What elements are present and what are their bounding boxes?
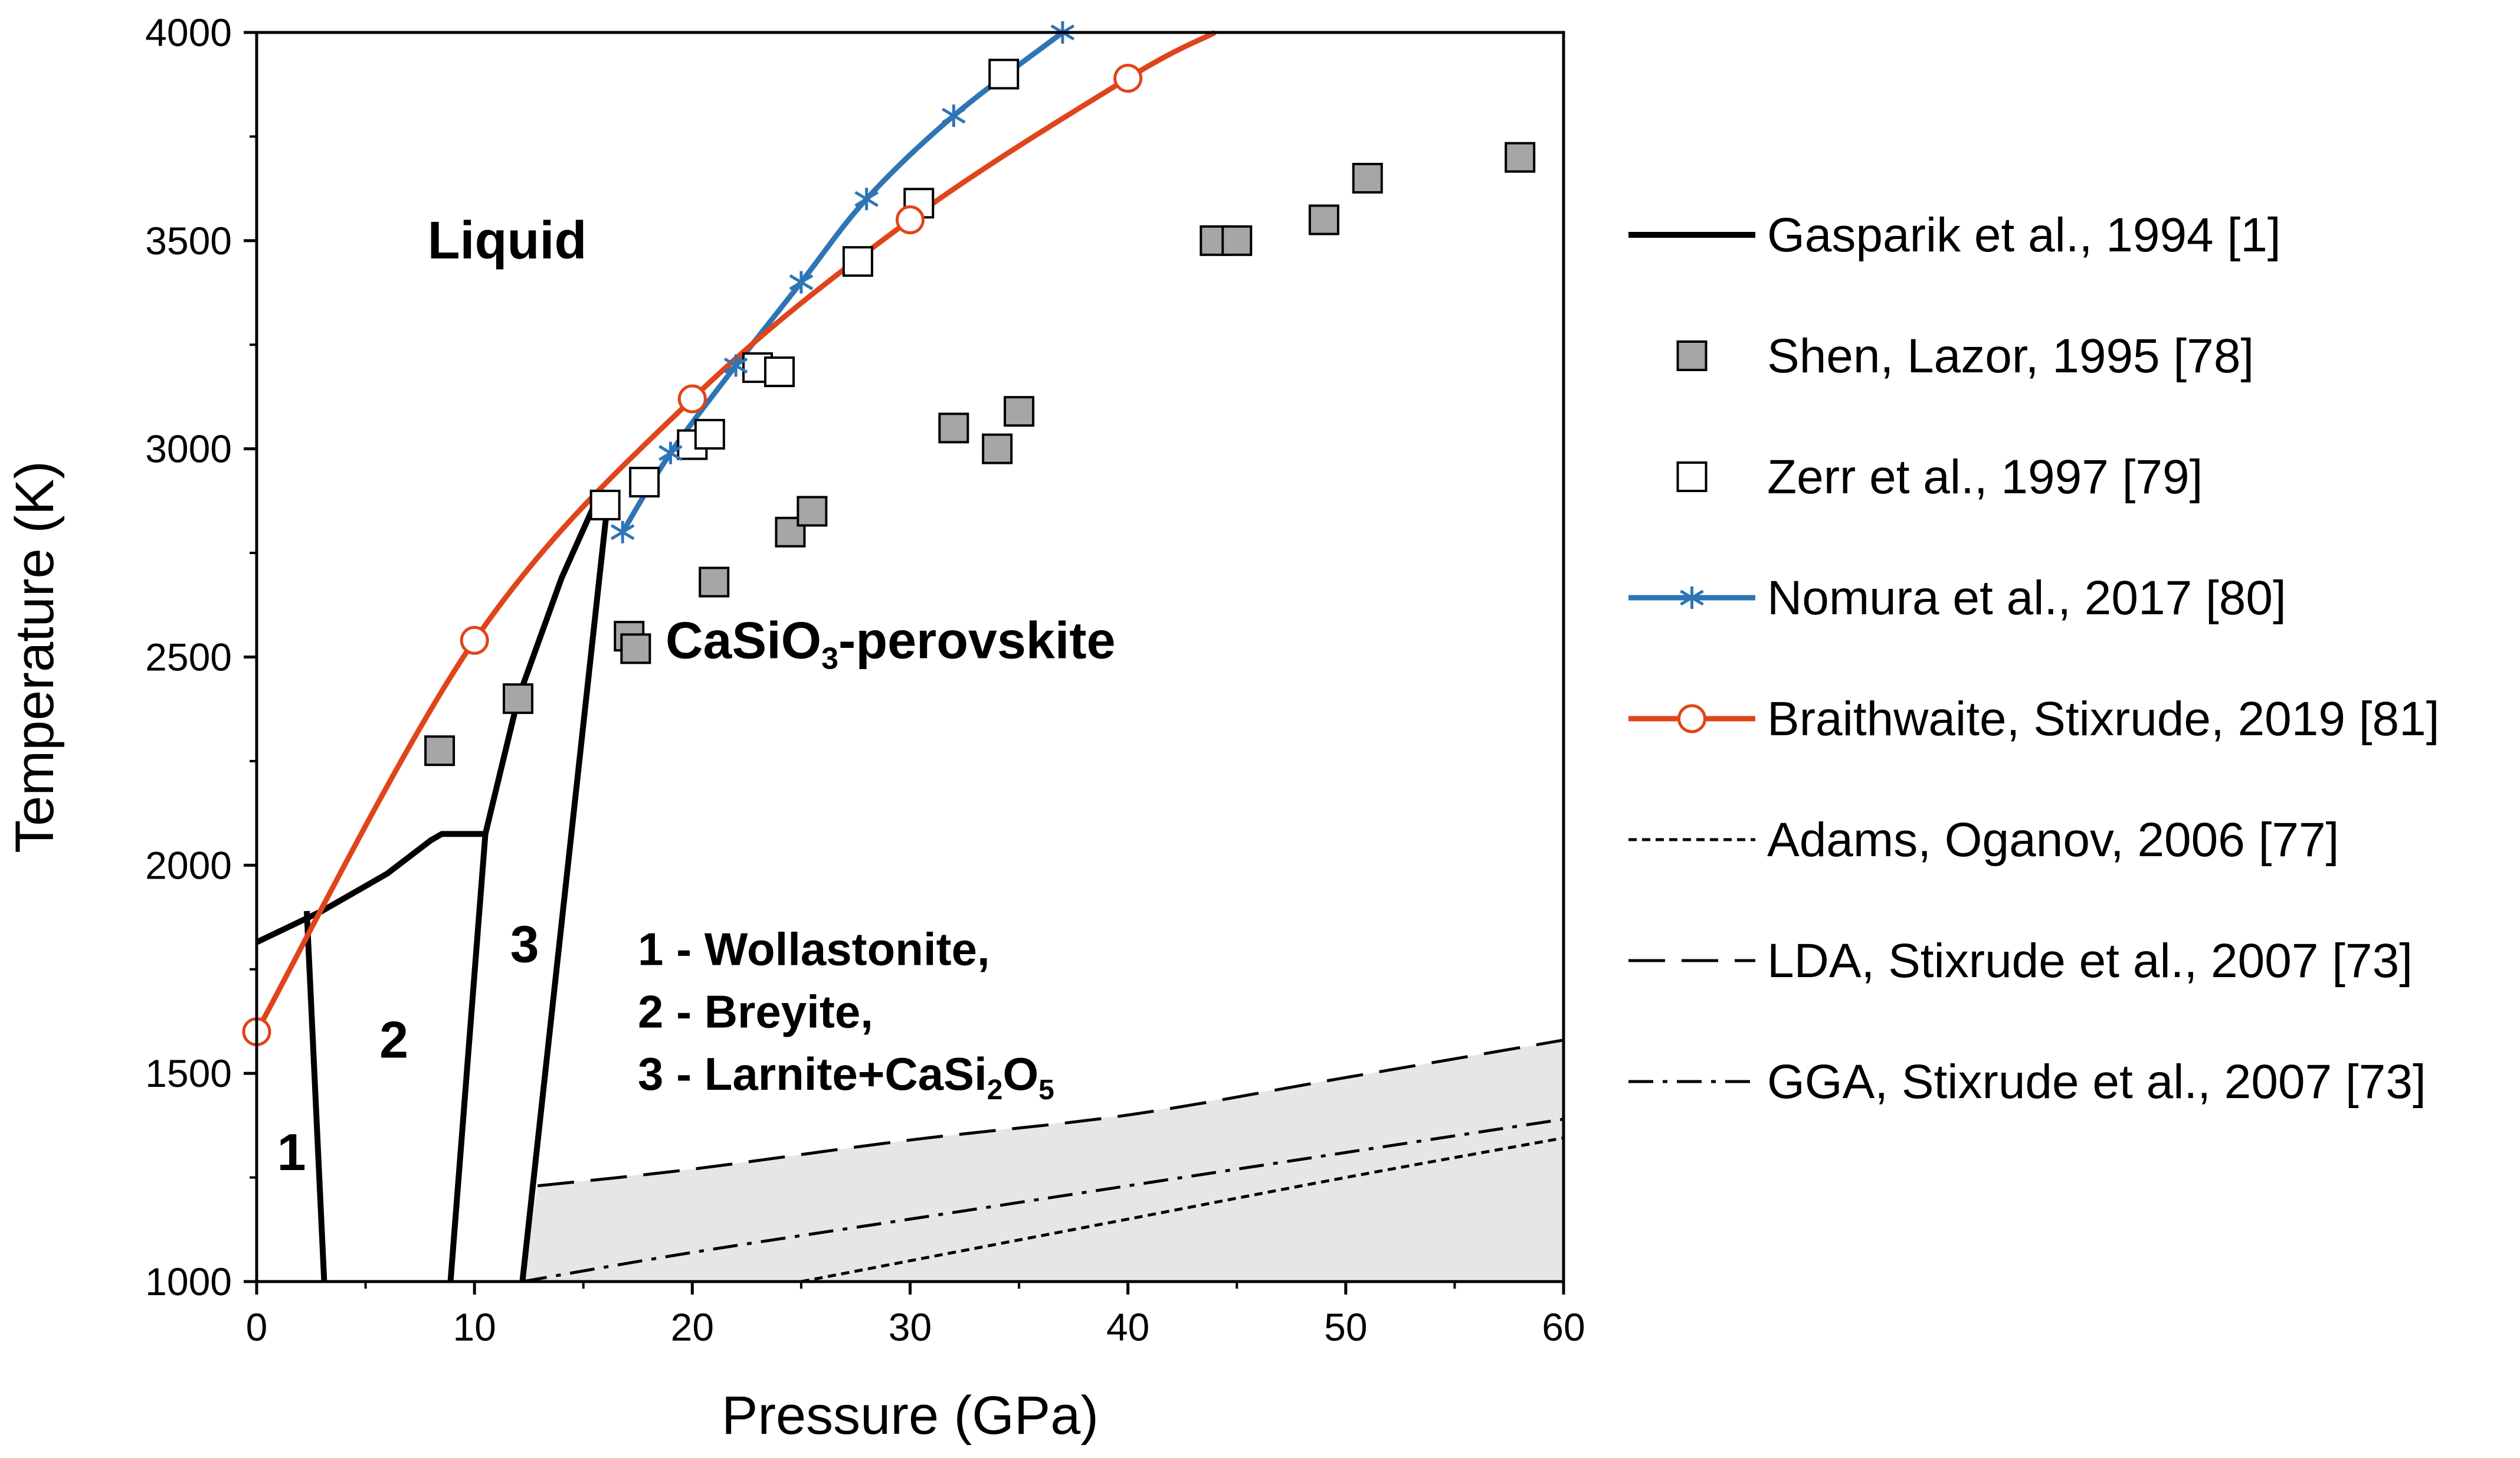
- region-label: 1: [277, 1123, 306, 1181]
- point-s4-2: [677, 384, 707, 414]
- point-s3-0: [610, 520, 635, 543]
- legend-swatch-marker: [1677, 704, 1706, 733]
- series-line-5: [801, 1136, 1564, 1283]
- y-tick-label: 2500: [145, 635, 232, 679]
- point-s4-3: [896, 205, 925, 235]
- series-markers-layer: [242, 21, 1536, 1047]
- point-s3-5: [942, 104, 966, 127]
- point-s1-14: [1505, 142, 1536, 173]
- point-s2-5: [764, 356, 795, 388]
- point-s4-4: [1113, 64, 1143, 93]
- point-s1-0: [424, 735, 455, 766]
- y-tick-label: 3500: [145, 219, 232, 263]
- x-tick-label: 60: [1542, 1305, 1585, 1349]
- legend-entry-label: Adams, Oganov, 2006 [77]: [1767, 813, 2339, 867]
- legend-entry-label: GGA, Stixrude et al., 2007 [73]: [1767, 1055, 2426, 1109]
- point-s2-3: [694, 418, 725, 450]
- shaded-region: [522, 1040, 1564, 1282]
- point-s3-1: [658, 441, 683, 464]
- point-s1-1: [503, 683, 533, 715]
- legend: Gasparik et al., 1994 [1] Shen, Lazor, 19…: [1628, 208, 2440, 1109]
- gasparik-boundary-line-2: [303, 910, 327, 1282]
- shaded-region-layer: [522, 1040, 1564, 1282]
- phase-note-line2: 2 - Breyite,: [638, 985, 873, 1037]
- point-s2-1: [629, 467, 660, 498]
- legend-entry-label: Nomura et al., 2017 [80]: [1767, 571, 2286, 625]
- legend-entry-label: Zerr et al., 1997 [79]: [1767, 450, 2203, 504]
- point-s1-11: [1221, 225, 1253, 256]
- series-line-7: [522, 1118, 1564, 1283]
- annotations-layer: Liquid 1 2 3 CaSiO3-perovskite 1 - Wollastoni…: [277, 211, 1116, 1181]
- point-s1-4: [699, 566, 730, 598]
- gasparik-boundary-line-1: [255, 503, 597, 945]
- phase-note-line3: 3 - Larnite+CaSi2O5: [638, 1048, 1054, 1106]
- region-label: Liquid: [428, 211, 587, 270]
- gasparik-boundary-line-4: [519, 504, 611, 1282]
- point-s1-12: [1308, 204, 1339, 235]
- point-s1-3: [620, 633, 651, 664]
- point-s1-7: [938, 412, 969, 444]
- axes-layer: 0 10 20 30 40 50 60 1000 1500 2000 2500 3000 3500 400…: [5, 11, 1585, 1446]
- point-s2-8: [988, 58, 1020, 90]
- y-axis-label: Temperature (K): [5, 461, 65, 853]
- point-s3-3: [789, 271, 814, 294]
- y-tick-label: 2000: [145, 843, 232, 887]
- point-s3-2: [723, 354, 748, 377]
- legend-swatch-marker: [1676, 340, 1708, 371]
- y-tick-label: 1500: [145, 1051, 232, 1095]
- phase-note-line1: 1 - Wollastonite,: [638, 923, 990, 975]
- x-tick-label: 20: [671, 1305, 714, 1349]
- legend-entry-label: LDA, Stixrude et al., 2007 [73]: [1767, 934, 2413, 988]
- legend-entry-label: Shen, Lazor, 1995 [78]: [1767, 329, 2254, 383]
- legend-swatch-marker: [1676, 461, 1708, 492]
- region-label: 3: [510, 915, 539, 973]
- legend-swatch-marker: [1680, 587, 1704, 609]
- x-tick-label: 30: [889, 1305, 932, 1349]
- gasparik-boundary-line-3: [447, 834, 489, 1282]
- y-tick-label: 4000: [145, 11, 232, 54]
- series-line-6: [537, 1038, 1564, 1188]
- point-s3-4: [854, 188, 879, 211]
- point-s2-6: [842, 246, 873, 277]
- y-tick-label: 3000: [145, 427, 232, 471]
- x-tick-label: 40: [1106, 1305, 1149, 1349]
- legend-entry-label: Braithwaite, Stixrude, 2019 [81]: [1767, 692, 2440, 746]
- region-label: 2: [379, 1011, 408, 1069]
- point-s1-13: [1352, 162, 1383, 194]
- point-s4-1: [460, 625, 489, 655]
- y-tick-label: 1000: [145, 1260, 232, 1303]
- point-s1-8: [982, 433, 1013, 464]
- x-tick-label: 0: [246, 1305, 268, 1349]
- series-line-4: [254, 30, 1217, 1033]
- point-s1-9: [1004, 396, 1035, 427]
- point-s2-0: [589, 489, 621, 520]
- legend-entry-label: Gasparik et al., 1994 [1]: [1767, 208, 2281, 262]
- x-axis-label: Pressure (GPa): [722, 1385, 1099, 1446]
- point-s1-6: [797, 496, 828, 527]
- x-tick-label: 10: [453, 1305, 496, 1349]
- x-tick-label: 50: [1324, 1305, 1367, 1349]
- perovskite-region-label: CaSiO3-perovskite: [666, 611, 1116, 676]
